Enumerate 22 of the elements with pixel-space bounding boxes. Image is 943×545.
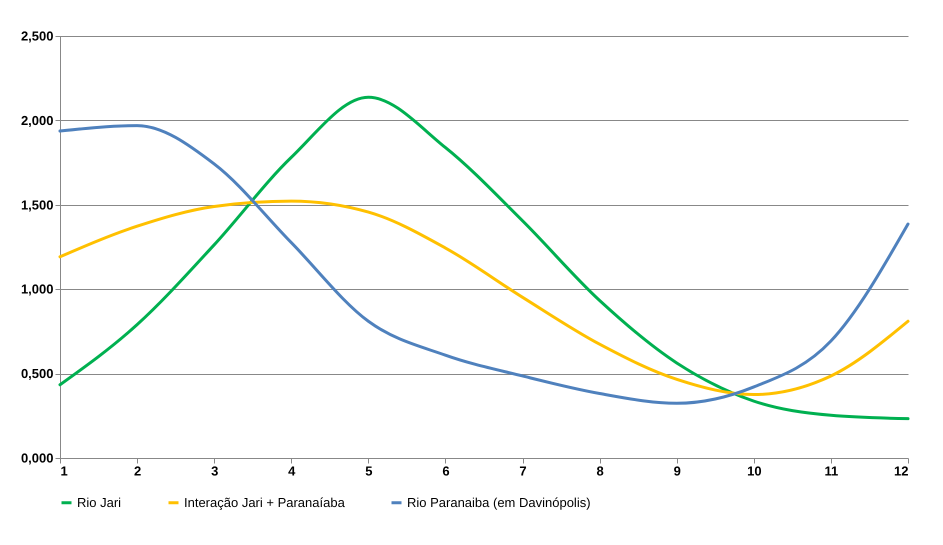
x-tick-label: 9 (674, 464, 681, 478)
x-tick-label: 7 (519, 464, 527, 478)
y-tick-label: 0,500 (20, 366, 54, 382)
x-tick-label: 5 (365, 464, 372, 478)
line-series (58, 200, 910, 396)
legend-label: Interação Jari + Paranaíaba (184, 494, 346, 510)
x-tick-label: 3 (211, 464, 218, 478)
y-tick-label: 1,500 (20, 197, 54, 212)
x-tick-label: 12 (894, 464, 908, 478)
x-tick-label: 10 (747, 464, 762, 478)
x-tick-label: 2 (134, 464, 142, 478)
x-tick-label: 1 (60, 464, 68, 478)
x-tick-label: 8 (596, 464, 604, 478)
y-tick-label: 0,000 (20, 450, 54, 466)
x-tick-label: 4 (288, 464, 296, 478)
y-tick-label: 2,500 (20, 28, 54, 44)
x-tick-label: 6 (442, 464, 450, 478)
y-tick-label: 2,000 (20, 112, 54, 128)
legend-label: Rio Jari (77, 494, 122, 510)
x-tick-label: 11 (824, 464, 838, 478)
y-tick-label: 1,000 (20, 282, 54, 297)
legend-label: Rio Paranaiba (em Davinópolis) (407, 494, 591, 510)
